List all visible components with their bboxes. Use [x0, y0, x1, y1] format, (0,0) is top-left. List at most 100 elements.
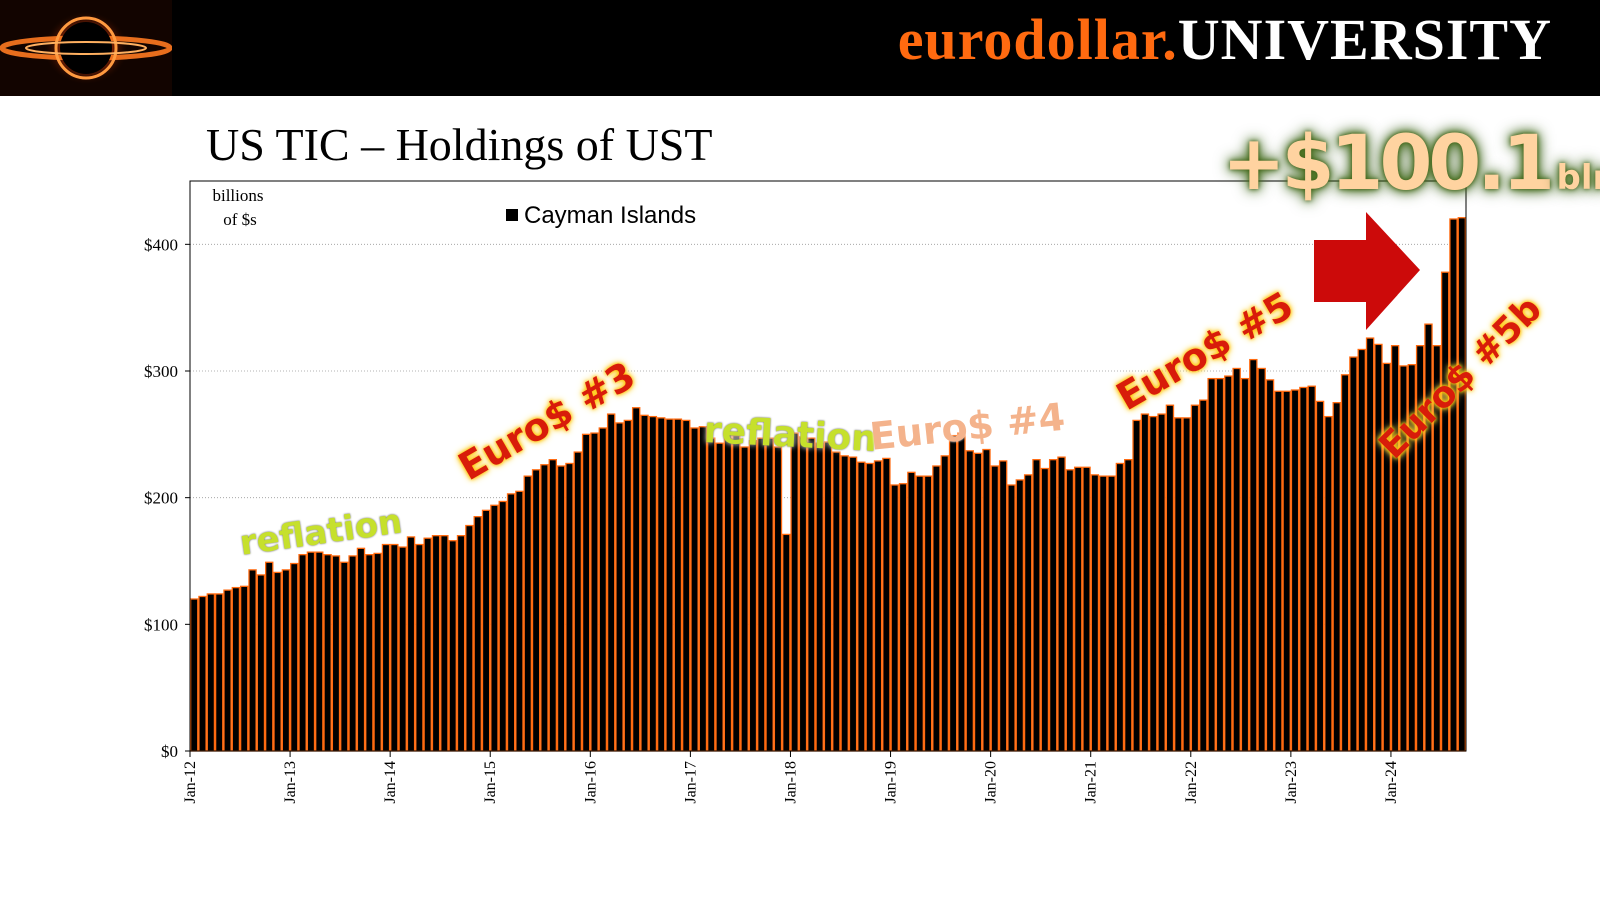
y-tick-label: $400 [144, 235, 178, 254]
x-tick-label: Jan-19 [883, 761, 900, 804]
bar [1107, 475, 1116, 752]
bar [1257, 367, 1266, 752]
bar [1390, 345, 1400, 752]
bar [406, 536, 416, 752]
bar [940, 455, 949, 752]
bar [682, 419, 691, 752]
bar [581, 433, 591, 752]
x-tick-label: Jan-24 [1383, 761, 1400, 804]
bar [415, 543, 424, 752]
bar [448, 540, 457, 752]
bar [248, 569, 257, 752]
bar [239, 585, 249, 752]
bar [298, 554, 307, 752]
bar [1215, 377, 1225, 752]
bar [1240, 377, 1250, 752]
bar [231, 586, 241, 752]
brand-part2: UNIVERSITY [1177, 7, 1552, 72]
bar [440, 535, 449, 752]
x-tick-label: Jan-23 [1283, 761, 1300, 804]
bar [673, 418, 683, 752]
bar [1274, 390, 1283, 752]
bar [1057, 456, 1066, 752]
bar [1023, 474, 1033, 752]
brand-part1: eurodollar. [897, 7, 1178, 72]
x-tick-label: Jan-20 [983, 761, 1000, 804]
bar [1365, 337, 1375, 752]
bar [690, 427, 699, 752]
x-tick-label: Jan-16 [582, 761, 599, 804]
bar [540, 464, 549, 752]
x-tick-label: Jan-21 [1083, 761, 1100, 804]
bar [1207, 377, 1216, 752]
bar [323, 554, 332, 752]
x-tick-label: Jan-13 [282, 761, 299, 804]
bar [548, 459, 558, 752]
bar [1307, 385, 1316, 752]
bar [565, 462, 574, 752]
bar [1199, 399, 1208, 752]
bar [1449, 218, 1458, 752]
bar [1440, 271, 1450, 752]
bar [1232, 367, 1241, 752]
bar [732, 434, 741, 752]
bar [932, 465, 941, 752]
bar [1457, 217, 1467, 752]
bar [1340, 374, 1350, 752]
bar [340, 561, 349, 752]
bar [890, 484, 899, 752]
bar [882, 457, 891, 752]
bar [832, 451, 841, 752]
bar [315, 551, 324, 752]
bar [790, 432, 799, 752]
bar [723, 433, 733, 752]
bar [1132, 419, 1141, 752]
bar [873, 460, 883, 752]
bar [1048, 459, 1058, 752]
bar [1315, 400, 1325, 752]
bar [223, 589, 232, 752]
bar [1115, 462, 1125, 752]
bar [782, 533, 791, 752]
bar [265, 561, 274, 752]
bar [1357, 348, 1366, 752]
header-banner: eurodollar.UNIVERSITY [0, 0, 1600, 96]
bar [490, 504, 499, 752]
bar [623, 419, 633, 752]
bar [865, 462, 874, 752]
bar [281, 569, 291, 752]
x-tick-label: Jan-12 [182, 761, 199, 804]
bar [381, 543, 391, 752]
bar [615, 422, 624, 752]
bar [1082, 466, 1091, 752]
bar [373, 552, 382, 752]
bar [465, 524, 474, 752]
bar [1190, 404, 1200, 752]
bar [1249, 358, 1258, 752]
bar [290, 562, 299, 752]
bar [823, 441, 833, 752]
bar [1282, 390, 1291, 752]
x-tick-label: Jan-22 [1183, 761, 1200, 804]
callout-unit: bln [1556, 158, 1600, 198]
x-tick-label: Jan-15 [482, 761, 499, 804]
bar [189, 598, 199, 752]
bar [715, 442, 724, 752]
legend-swatch [506, 209, 518, 221]
bar [1224, 375, 1233, 752]
bar [1299, 386, 1308, 752]
bar [1032, 459, 1041, 752]
y-tick-label: $200 [144, 489, 178, 508]
bar [256, 574, 266, 752]
bar [748, 440, 758, 752]
bar [398, 546, 407, 752]
callout-value: +$100.1 [1222, 118, 1555, 207]
bar [1324, 415, 1333, 752]
bar [1099, 475, 1108, 752]
bar [306, 551, 316, 752]
bar [815, 442, 824, 752]
bar [740, 446, 749, 752]
bar [1073, 466, 1083, 752]
bar [1265, 379, 1275, 752]
